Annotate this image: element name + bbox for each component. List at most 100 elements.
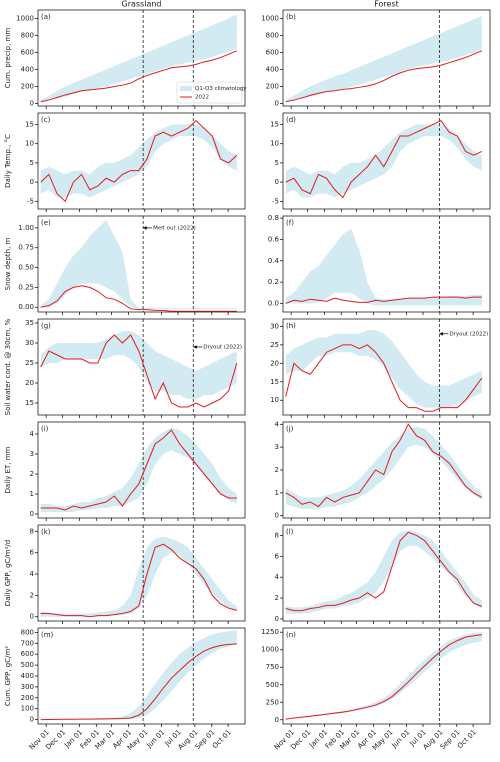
y-axis-label: Soil water cont. @ 30cm, %: [4, 318, 12, 415]
y-tick-label: 10: [270, 140, 279, 148]
y-tick-label: 1: [275, 489, 279, 497]
plot-frame: [37, 9, 246, 107]
q1-q3-band: [40, 124, 237, 198]
y-tick-label: 20: [25, 379, 34, 387]
q1-q3-band: [285, 330, 482, 408]
y-tick-label: 1000: [261, 646, 279, 654]
y-tick-label: 0.50: [18, 264, 34, 272]
plot-frame: [37, 318, 246, 416]
plot-frame: [282, 318, 491, 416]
panel-label: (b): [286, 13, 296, 21]
y-axis-label: Cum. precip, mm: [4, 28, 12, 89]
line-2022: [40, 543, 237, 618]
y-tick-label: 0: [275, 716, 279, 724]
y-tick-label: 30: [25, 339, 34, 347]
y-tick-label: 30: [270, 322, 279, 330]
y-tick-label: 0.2: [268, 278, 279, 286]
y-tick-label: 15: [270, 378, 279, 386]
legend-box: [176, 81, 243, 104]
line-2022: [40, 285, 237, 312]
line-2022: [285, 634, 482, 720]
y-tick-label: 4: [30, 570, 35, 578]
annotation-arrowhead: [439, 331, 443, 336]
q1-q3-band: [285, 426, 482, 509]
y-tick-label: 2: [30, 470, 34, 478]
line-2022: [285, 120, 483, 199]
q1-q3-band: [40, 536, 237, 617]
y-tick-label: 0.25: [18, 283, 34, 291]
column-title: Grassland: [122, 0, 162, 9]
y-tick-label: 0: [30, 613, 34, 621]
y-tick-label: 500: [21, 661, 34, 669]
y-tick-label: 1000: [261, 14, 279, 22]
y-tick-label: 200: [266, 82, 279, 90]
q1-q3-band: [40, 331, 237, 399]
y-tick-label: 0: [275, 99, 279, 107]
annotation: Melt out (2022): [153, 225, 196, 231]
panel-label: (c): [41, 116, 51, 124]
line-2022: [40, 429, 237, 511]
plot-frame: [37, 215, 246, 313]
y-tick-label: 6: [275, 552, 280, 560]
y-tick-label: 0.0: [268, 299, 279, 307]
y-axis-label: Snow depth, m: [4, 237, 12, 290]
y-tick-label: 35: [25, 319, 34, 327]
y-tick-label: 1: [30, 490, 34, 498]
x-tick-label: Jun 01: [145, 728, 167, 750]
y-tick-label: 0.00: [18, 303, 34, 311]
y-tick-label: 25: [270, 341, 279, 349]
plot-frame: [37, 524, 246, 622]
panel-label: (d): [286, 116, 296, 124]
y-tick-label: 2: [275, 594, 279, 602]
plot-frame: [282, 627, 491, 725]
y-tick-label: 500: [266, 681, 279, 689]
y-tick-label: 700: [21, 639, 34, 647]
panel-label: (l): [286, 528, 294, 536]
x-tick-label: Jun 01: [390, 728, 412, 750]
q1-q3-band: [40, 14, 237, 102]
q1-q3-band: [40, 630, 237, 720]
y-tick-label: 0.4: [268, 257, 280, 265]
y-tick-label: 25: [25, 359, 34, 367]
q1-q3-band: [285, 15, 482, 102]
legend-label: Q1-Q3 climatology: [195, 86, 247, 92]
panel-label: (n): [286, 631, 296, 639]
plot-frame: [37, 112, 246, 210]
y-tick-label: 400: [266, 65, 279, 73]
line-2022: [40, 50, 238, 103]
y-tick-label: 600: [266, 48, 279, 56]
column-title: Forest: [374, 0, 399, 9]
y-axis-label: Daily ET, mm: [4, 446, 12, 493]
y-tick-label: 20: [270, 359, 279, 367]
line-2022: [40, 334, 238, 408]
y-tick-label: 800: [266, 31, 279, 39]
panel-label: (m): [41, 631, 54, 639]
panel-label: (g): [41, 322, 51, 330]
y-tick-label: 400: [21, 672, 34, 680]
y-tick-label: 1000: [16, 14, 34, 22]
y-tick-label: 300: [21, 683, 34, 691]
panel-label: (a): [41, 13, 51, 21]
y-tick-label: 15: [25, 399, 34, 407]
y-tick-label: 400: [21, 65, 34, 73]
annotation: Dryout (2022): [203, 345, 242, 351]
line-2022: [285, 344, 483, 412]
y-tick-label: 15: [270, 121, 279, 129]
legend-swatch: [180, 86, 192, 91]
y-tick-label: 0: [30, 178, 34, 186]
line-2022: [285, 296, 482, 304]
y-tick-label: 4: [275, 420, 280, 428]
y-tick-label: 4: [30, 430, 35, 438]
annotation-arrowhead: [143, 226, 147, 230]
legend-label: 2022: [195, 95, 209, 101]
annotation: Dryout (2022): [449, 331, 488, 337]
panel-label: (i): [41, 425, 49, 433]
y-tick-label: 3: [30, 450, 34, 458]
y-tick-label: 6: [30, 549, 35, 557]
panel-label: (f): [286, 219, 294, 227]
plot-frame: [282, 9, 491, 107]
y-tick-label: 0.75: [18, 244, 34, 252]
y-tick-label: 0.8: [268, 214, 279, 222]
y-axis-label: Daily Temp., °C: [4, 134, 12, 188]
